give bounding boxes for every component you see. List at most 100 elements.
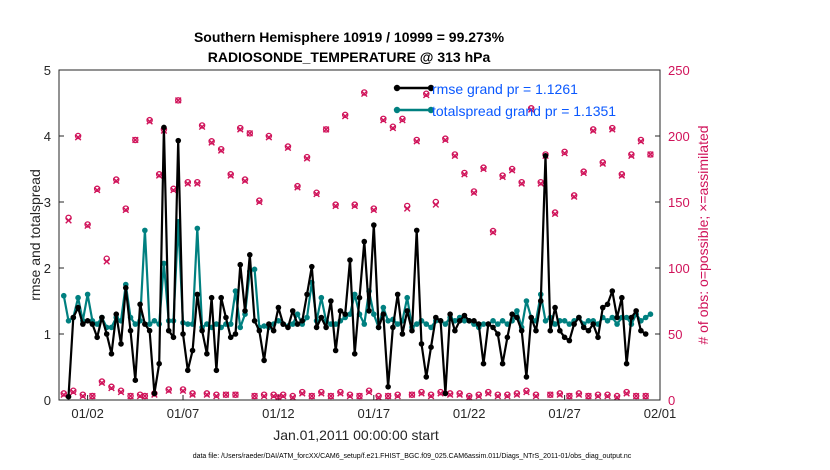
obs-assimilated-point (585, 392, 592, 400)
obs-assimilated-point (556, 391, 564, 399)
obs-assimilated-point (74, 134, 82, 141)
obs-possible-point (508, 165, 516, 173)
rmse-point (361, 238, 368, 245)
totalspread-point (237, 324, 244, 331)
totalspread-point (75, 294, 81, 301)
totalspread-point (394, 321, 401, 327)
obs-possible-point (570, 192, 578, 199)
rmse-point (180, 331, 186, 337)
rmse-point (118, 341, 124, 347)
obs-possible-point (141, 392, 149, 400)
obs-possible-point (112, 176, 120, 183)
obs-assimilated-point (236, 126, 244, 133)
obs-assimilated-point (98, 379, 106, 387)
rmse-point (418, 341, 425, 347)
obs-assimilated-point (647, 151, 654, 158)
rmse-point (161, 124, 167, 131)
x-tick-label: 02/01 (644, 406, 677, 421)
obs-assimilated-point (318, 390, 325, 397)
obs-possible-point (84, 221, 91, 228)
obs-assimilated-point (132, 136, 139, 144)
obs-possible-point (346, 391, 354, 398)
x-tick-label: 01/12 (262, 406, 295, 421)
obs-assimilated-point (251, 392, 258, 400)
rmse-point (151, 390, 158, 397)
obs-possible-point (213, 391, 220, 398)
rmse-point (99, 314, 105, 321)
rmse-point (456, 318, 463, 324)
obs-possible-point (499, 172, 506, 179)
totalspread-point (423, 321, 430, 327)
obs-assimilated-point (470, 189, 478, 197)
obs-possible-point (89, 392, 96, 400)
rmse-point (294, 321, 301, 327)
totalspread-point (647, 311, 654, 318)
rmse-point (566, 337, 573, 344)
rmse-point (385, 384, 391, 390)
obs-assimilated-point (256, 198, 263, 206)
obs-possible-point (389, 123, 397, 131)
rmse-point (351, 351, 358, 357)
obs-assimilated-point (174, 97, 182, 104)
obs-assimilated-point (375, 394, 382, 401)
rmse-point (366, 308, 372, 314)
footer-datafile: data file: /Users/raeder/DAI/ATM_forcXX/… (193, 453, 632, 460)
obs-possible-point (408, 391, 416, 398)
rmse-point (227, 334, 234, 341)
obs-assimilated-point (604, 392, 611, 400)
rmse-point (65, 393, 72, 400)
obs-assimilated-point (146, 118, 153, 125)
obs-assimilated-point (127, 392, 134, 400)
obs-possible-point (108, 383, 115, 391)
rmse-point (175, 137, 182, 144)
obs-assimilated-point (298, 390, 306, 397)
rmse-point (423, 374, 430, 380)
plot-frame (58, 69, 661, 401)
obs-possible-point (504, 391, 511, 398)
rmse-point (528, 314, 535, 321)
obs-assimilated-point (341, 112, 349, 120)
rmse-point (490, 324, 496, 331)
rmse-point (261, 357, 267, 364)
obs-possible-point (637, 136, 645, 144)
totalspread-point (347, 311, 353, 318)
y-left-tick-label: 3 (44, 195, 51, 210)
rmse-point (223, 314, 229, 321)
rmse-point (576, 314, 582, 321)
rmse-point (213, 367, 220, 374)
obs-possible-point (451, 151, 459, 158)
legend-rmse-marker (393, 84, 401, 92)
obs-assimilated-point (465, 394, 473, 401)
obs-assimilated-point (184, 180, 192, 187)
y-axis-right-label: # of obs: o=possible; ×=assimilated (695, 125, 711, 344)
obs-possible-point (585, 392, 592, 400)
obs-possible-point (604, 391, 611, 398)
obs-assimilated-point (155, 172, 163, 179)
obs-assimilated-point (122, 206, 130, 214)
obs-possible-point (174, 97, 182, 104)
y-right-tick-label: 150 (668, 195, 690, 210)
obs-possible-point (580, 168, 587, 175)
rmse-point (552, 304, 558, 311)
rmse-point (328, 298, 334, 304)
obs-possible-point (146, 116, 153, 124)
x-axis: 01/02 01/07 01/12 01/17 01/22 01/27 02/01 (71, 395, 676, 421)
totalspread-point (566, 321, 573, 327)
rmse-point (466, 318, 473, 324)
obs-possible-point (260, 391, 268, 398)
obs-assimilated-point (561, 149, 568, 157)
obs-possible-point (527, 105, 535, 112)
obs-assimilated-point (227, 172, 235, 179)
obs-assimilated-point (203, 391, 211, 399)
obs-possible-point (351, 201, 358, 208)
obs-possible-point (232, 391, 239, 398)
totalspread-point (561, 318, 568, 324)
obs-possible-point (470, 188, 478, 195)
obs-possible-point (489, 227, 497, 235)
totalspread-point (213, 321, 220, 327)
obs-assimilated-point (208, 139, 215, 146)
rmse-point (585, 327, 592, 334)
rmse-point (165, 327, 172, 334)
obs-possible-point (399, 115, 406, 123)
totalspread-point (499, 318, 506, 324)
